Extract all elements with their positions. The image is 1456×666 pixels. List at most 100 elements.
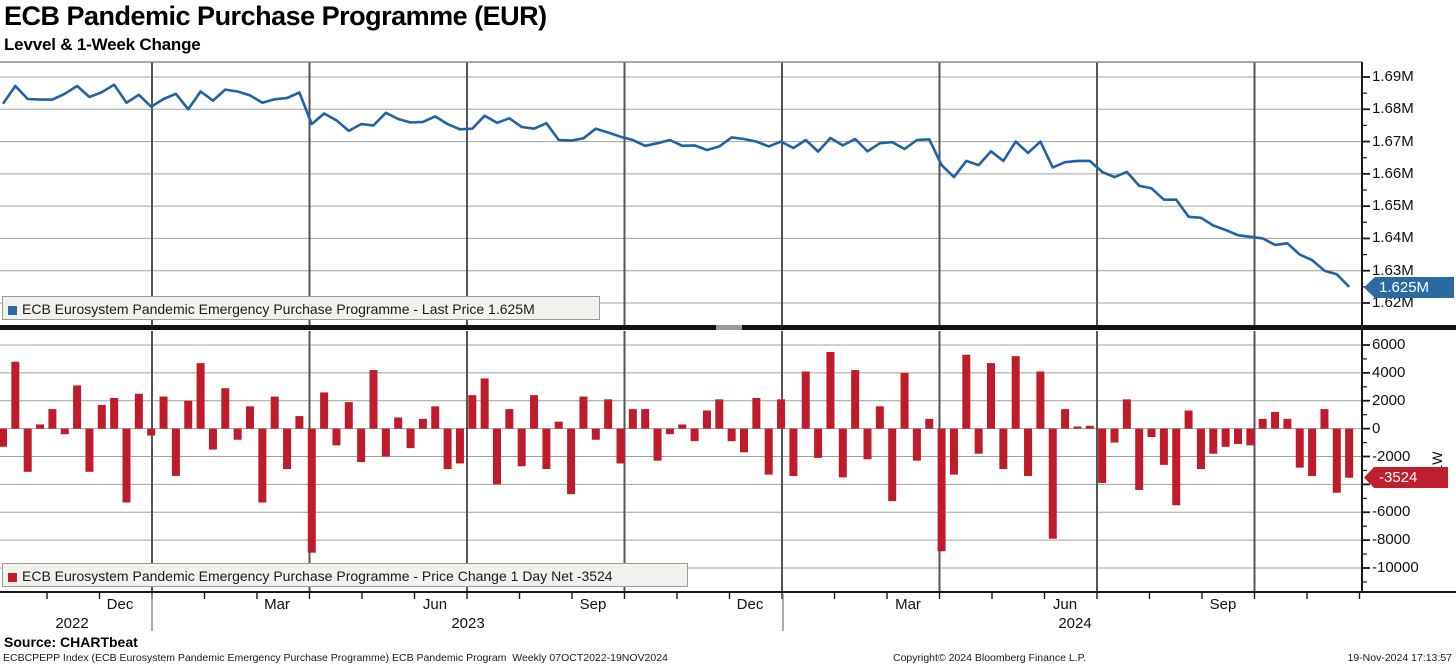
weekly-change-bar: [628, 409, 637, 429]
weekly-change-bar: [863, 428, 872, 460]
weekly-change-bar: [443, 428, 452, 470]
weekly-change-bar: [579, 396, 588, 429]
weekly-change-bar: [949, 428, 958, 475]
weekly-change-bar: [431, 406, 440, 429]
weekly-change-bar: [1085, 425, 1094, 429]
panel-divider-handle-icon[interactable]: [716, 325, 742, 330]
weekly-change-bar: [171, 428, 180, 477]
weekly-change-bar: [11, 361, 20, 429]
weekly-change-bar: [1196, 428, 1205, 470]
weekly-change-bar: [381, 428, 390, 457]
weekly-change-bar: [468, 395, 477, 429]
weekly-change-bar: [208, 428, 217, 450]
weekly-change-bar: [480, 378, 489, 429]
weekly-change-bar: [777, 399, 786, 429]
weekly-change-bar: [134, 393, 143, 429]
month-label: Jun: [1052, 596, 1078, 613]
weekly-change-bar: [110, 397, 119, 429]
weekly-change-bar: [196, 363, 205, 429]
weekly-change-bar: [221, 388, 230, 429]
weekly-change-bar: [517, 428, 526, 467]
weekly-change-bar: [147, 428, 156, 436]
weekly-change-bar: [1308, 428, 1317, 477]
weekly-change-bar: [1283, 418, 1292, 429]
month-label: Mar: [895, 596, 921, 613]
weekly-change-bar: [1234, 428, 1242, 444]
weekly-change-bar: [295, 416, 304, 429]
weekly-change-bar: [270, 396, 279, 429]
weekly-change-bar: [0, 428, 7, 447]
weekly-change-bar: [999, 428, 1008, 470]
weekly-change-bar: [1246, 428, 1255, 446]
level-line-series: [1, 83, 1351, 288]
weekly-change-bar: [838, 428, 847, 478]
month-label: Mar: [264, 596, 290, 613]
weekly-change-bar: [567, 428, 576, 495]
month-label: Dec: [106, 596, 134, 613]
level-axis-tick-label: 1.69M: [1372, 68, 1414, 85]
change-axis-tick-label: -6000: [1372, 503, 1411, 520]
weekly-change-bar: [974, 428, 983, 454]
weekly-change-bar: [962, 354, 971, 429]
weekly-change-bar: [1345, 428, 1354, 478]
weekly-change-bar: [678, 424, 687, 429]
weekly-change-bar: [653, 428, 662, 461]
weekly-change-bar: [233, 428, 242, 440]
weekly-change-bar: [900, 372, 909, 429]
bottom-panel-legend[interactable]: ECB Eurosystem Pandemic Emergency Purcha…: [2, 563, 688, 587]
weekly-change-bar: [604, 399, 613, 429]
last-price-badge[interactable]: 1.625M: [1364, 277, 1454, 298]
weekly-change-bar: [1098, 428, 1107, 483]
weekly-change-bar: [554, 421, 563, 429]
weekly-change-bar: [987, 363, 995, 429]
bottom-panel-legend-label: ECB Eurosystem Pandemic Emergency Purcha…: [22, 568, 613, 584]
footer-description: ECBCPEPP Index (ECB Eurosystem Pandemic …: [3, 652, 668, 664]
weekly-change-bar: [357, 428, 366, 463]
last-change-badge[interactable]: -3524: [1364, 467, 1448, 488]
weekly-change-bar: [702, 410, 711, 429]
weekly-change-bar: [394, 417, 403, 429]
change-axis-tick-label: -10000: [1372, 559, 1419, 576]
change-axis-tick-label: 0: [1372, 420, 1381, 437]
weekly-change-bar: [530, 395, 539, 429]
weekly-change-bar: [1271, 411, 1280, 429]
source-note: Source: CHARTbeat: [4, 634, 138, 650]
weekly-change-bar: [826, 351, 835, 429]
weekly-change-bar: [925, 418, 934, 429]
weekly-change-bar: [97, 404, 106, 429]
page-subtitle: Levvel & 1-Week Change: [4, 35, 201, 54]
level-axis-tick-label: 1.62M: [1372, 294, 1414, 311]
weekly-change-bar: [1295, 428, 1304, 468]
weekly-change-bar: [1172, 428, 1181, 506]
month-label: Sep: [579, 596, 607, 613]
weekly-change-bar: [258, 428, 267, 503]
top-panel-legend-label: ECB Eurosystem Pandemic Emergency Purcha…: [22, 301, 535, 317]
weekly-change-bar: [665, 428, 674, 435]
weekly-change-bar: [307, 428, 316, 553]
weekly-change-bar: [715, 399, 724, 429]
weekly-change-bar: [184, 400, 193, 429]
page-title: ECB Pandemic Purchase Programme (EUR): [4, 1, 547, 31]
weekly-change-bar: [23, 428, 32, 472]
weekly-change-bar: [85, 428, 94, 472]
weekly-change-bar: [542, 428, 551, 470]
weekly-change-bar: [1048, 428, 1057, 539]
weekly-change-bar: [752, 397, 761, 429]
weekly-change-bar: [1221, 428, 1230, 447]
weekly-change-bar: [1258, 418, 1267, 429]
weekly-change-bar: [641, 409, 650, 429]
top-panel-legend[interactable]: ECB Eurosystem Pandemic Emergency Purcha…: [2, 296, 600, 320]
weekly-change-bar: [875, 406, 884, 429]
year-label: 2023: [451, 615, 485, 632]
weekly-change-bar: [60, 428, 69, 435]
weekly-change-bar: [912, 428, 921, 461]
weekly-change-bar: [591, 428, 600, 440]
weekly-change-bar: [1135, 428, 1144, 490]
weekly-change-bar: [48, 409, 57, 429]
change-axis-tick-label: 2000: [1372, 392, 1406, 409]
month-label: Jun: [422, 596, 448, 613]
level-axis-tick-label: 1.64M: [1372, 229, 1414, 246]
footer-timestamp: 19-Nov-2024 17:13:57: [1347, 652, 1453, 664]
weekly-change-bar: [36, 424, 45, 429]
